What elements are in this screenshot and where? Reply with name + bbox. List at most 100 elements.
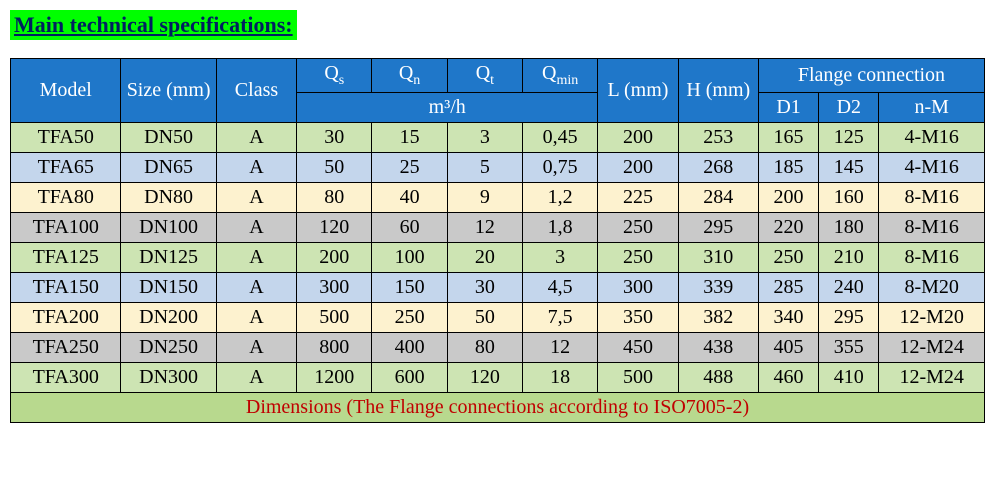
cell-d2: 180 [819,213,879,243]
cell-d1: 200 [758,183,818,213]
cell-L: 200 [598,123,678,153]
cell-qt: 120 [447,363,522,393]
cell-qn: 250 [372,303,447,333]
table-row: TFA50DN50A301530,452002531651254-M16 [11,123,985,153]
col-unit: m³/h [297,93,598,123]
cell-size: DN65 [121,153,216,183]
cell-qmin: 18 [523,363,598,393]
cell-H: 382 [678,303,758,333]
cell-qmin: 7,5 [523,303,598,333]
cell-L: 250 [598,213,678,243]
cell-H: 284 [678,183,758,213]
cell-class: A [216,153,296,183]
cell-d2: 295 [819,303,879,333]
cell-H: 253 [678,123,758,153]
col-qs: Qs [297,59,372,93]
table-row: TFA200DN200A500250507,535038234029512-M2… [11,303,985,333]
cell-class: A [216,303,296,333]
cell-qt: 80 [447,333,522,363]
cell-H: 339 [678,273,758,303]
cell-qt: 9 [447,183,522,213]
col-qt: Qt [447,59,522,93]
cell-qmin: 4,5 [523,273,598,303]
cell-L: 450 [598,333,678,363]
table-row: TFA125DN125A2001002032503102502108-M16 [11,243,985,273]
cell-qmin: 12 [523,333,598,363]
cell-H: 295 [678,213,758,243]
cell-d1: 460 [758,363,818,393]
cell-H: 268 [678,153,758,183]
cell-qt: 3 [447,123,522,153]
cell-qn: 60 [372,213,447,243]
cell-qmin: 0,45 [523,123,598,153]
cell-model: TFA80 [11,183,121,213]
cell-class: A [216,333,296,363]
table-row: TFA65DN65A502550,752002681851454-M16 [11,153,985,183]
cell-L: 200 [598,153,678,183]
footer-note: Dimensions (The Flange connections accor… [11,393,985,423]
cell-model: TFA150 [11,273,121,303]
cell-qt: 30 [447,273,522,303]
cell-L: 350 [598,303,678,333]
cell-d2: 240 [819,273,879,303]
cell-nm: 12-M24 [879,363,985,393]
col-model: Model [11,59,121,123]
cell-qt: 50 [447,303,522,333]
cell-d2: 355 [819,333,879,363]
cell-size: DN200 [121,303,216,333]
cell-class: A [216,183,296,213]
cell-d2: 160 [819,183,879,213]
cell-nm: 12-M24 [879,333,985,363]
cell-model: TFA250 [11,333,121,363]
cell-qn: 100 [372,243,447,273]
cell-d1: 405 [758,333,818,363]
col-nm: n-M [879,93,985,123]
cell-qs: 30 [297,123,372,153]
cell-model: TFA50 [11,123,121,153]
col-d2: D2 [819,93,879,123]
cell-size: DN250 [121,333,216,363]
cell-nm: 4-M16 [879,153,985,183]
cell-qt: 12 [447,213,522,243]
table-row: TFA150DN150A300150304,53003392852408-M20 [11,273,985,303]
cell-model: TFA200 [11,303,121,333]
cell-nm: 8-M16 [879,183,985,213]
table-row: TFA100DN100A12060121,82502952201808-M16 [11,213,985,243]
cell-H: 438 [678,333,758,363]
col-d1: D1 [758,93,818,123]
cell-model: TFA125 [11,243,121,273]
cell-nm: 12-M20 [879,303,985,333]
cell-d1: 340 [758,303,818,333]
cell-qmin: 3 [523,243,598,273]
cell-qt: 5 [447,153,522,183]
table-row: TFA80DN80A804091,22252842001608-M16 [11,183,985,213]
cell-class: A [216,243,296,273]
cell-qs: 800 [297,333,372,363]
col-qn: Qn [372,59,447,93]
cell-qn: 25 [372,153,447,183]
col-l: L (mm) [598,59,678,123]
cell-d1: 165 [758,123,818,153]
cell-nm: 8-M20 [879,273,985,303]
cell-qs: 500 [297,303,372,333]
cell-d2: 210 [819,243,879,273]
table-body: TFA50DN50A301530,452002531651254-M16TFA6… [11,123,985,393]
cell-L: 225 [598,183,678,213]
cell-model: TFA100 [11,213,121,243]
cell-qs: 200 [297,243,372,273]
cell-d2: 410 [819,363,879,393]
cell-size: DN50 [121,123,216,153]
cell-d1: 250 [758,243,818,273]
cell-size: DN150 [121,273,216,303]
cell-qs: 50 [297,153,372,183]
cell-d1: 220 [758,213,818,243]
cell-qmin: 1,2 [523,183,598,213]
col-flange: Flange connection [758,59,984,93]
cell-d1: 285 [758,273,818,303]
cell-nm: 8-M16 [879,243,985,273]
cell-size: DN100 [121,213,216,243]
cell-model: TFA300 [11,363,121,393]
cell-qn: 150 [372,273,447,303]
cell-model: TFA65 [11,153,121,183]
cell-qs: 1200 [297,363,372,393]
